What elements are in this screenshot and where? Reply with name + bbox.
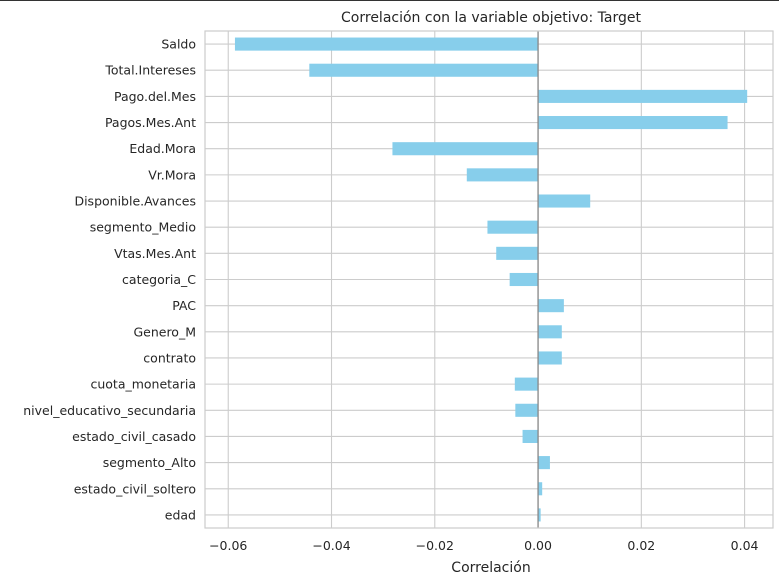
bar xyxy=(234,37,539,51)
y-tick-label: segmento_Medio xyxy=(90,220,196,235)
y-tick-label: categoria_C xyxy=(122,272,196,287)
y-tick-label: nivel_educativo_secundaria xyxy=(23,403,196,418)
tick-labels: −0.06 −0.04 −0.02 0.00 0.02 0.04 Saldo Total.In… xyxy=(23,37,758,553)
y-tick-label: contrato xyxy=(143,350,196,365)
x-tick-label: 0.00 xyxy=(524,538,552,553)
y-tick-label: Pagos.Mes.Ant xyxy=(105,115,196,130)
x-tick-label: −0.02 xyxy=(416,538,454,553)
y-tick-label: segmento_Alto xyxy=(103,455,196,470)
y-tick-label: estado_civil_casado xyxy=(72,429,196,444)
y-tick-label: Saldo xyxy=(161,37,196,52)
y-tick-label: Total.Intereses xyxy=(104,63,196,78)
y-tick-label: estado_civil_soltero xyxy=(74,481,196,496)
x-tick-label: 0.04 xyxy=(731,538,759,553)
bar xyxy=(509,272,539,287)
y-tick-label: Disponible.Avances xyxy=(74,194,196,209)
bar xyxy=(538,508,541,522)
bar xyxy=(538,299,564,313)
bar xyxy=(496,246,539,260)
bar xyxy=(538,456,550,470)
y-tick-label: Edad.Mora xyxy=(129,141,196,156)
bar xyxy=(514,377,539,391)
bar xyxy=(515,403,539,417)
x-tick-label: 0.02 xyxy=(627,538,655,553)
bar xyxy=(538,325,562,339)
y-tick-label: cuota_monetaria xyxy=(90,377,196,392)
bar xyxy=(538,351,562,365)
bar xyxy=(538,116,728,130)
bar xyxy=(538,482,543,496)
bars xyxy=(204,30,774,529)
y-tick-label: Vtas.Mes.Ant xyxy=(114,246,196,261)
y-tick-label: edad xyxy=(165,507,196,522)
chart-title: Correlación con la variable objetivo: Ta… xyxy=(341,10,641,26)
bar xyxy=(538,89,748,103)
bar xyxy=(392,142,539,156)
bar xyxy=(309,63,539,77)
x-tick-label: −0.04 xyxy=(312,538,350,553)
plot-frame xyxy=(204,30,774,529)
x-tick-label: −0.06 xyxy=(209,538,247,553)
y-tick-label: Pago.del.Mes xyxy=(114,89,196,104)
top-border-line xyxy=(0,0,779,1)
y-tick-label: Genero_M xyxy=(133,324,196,339)
bar xyxy=(487,220,539,234)
bar xyxy=(522,429,539,443)
bar xyxy=(466,168,539,182)
x-axis-label: Correlación xyxy=(451,560,530,576)
grid-lines xyxy=(205,31,773,528)
y-tick-label: PAC xyxy=(172,298,196,313)
y-tick-label: Vr.Mora xyxy=(148,167,196,182)
bar xyxy=(538,194,591,208)
